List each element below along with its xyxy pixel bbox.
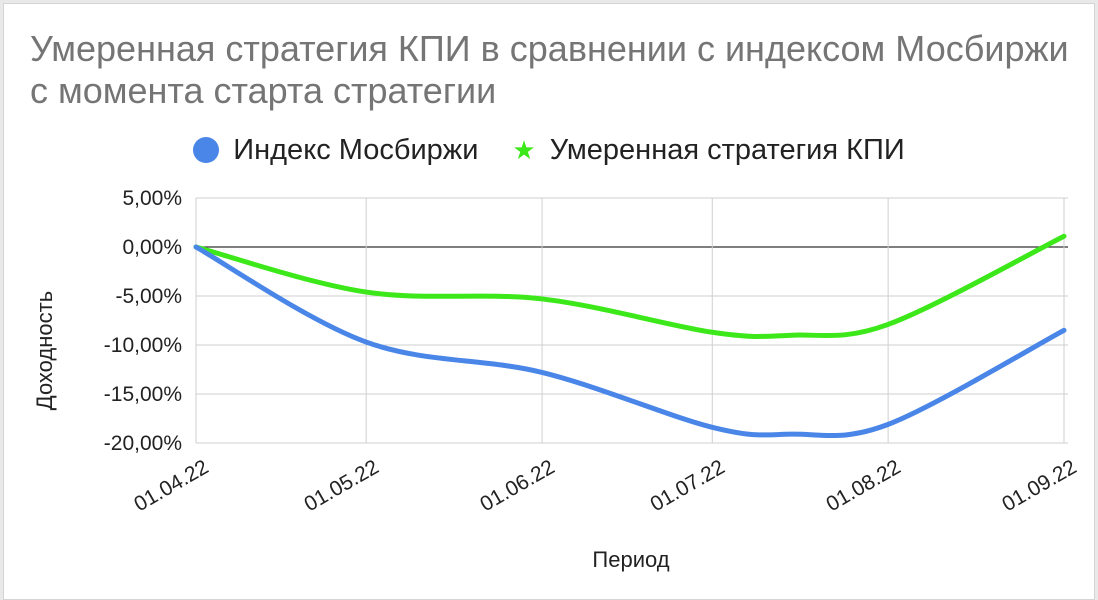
y-tick-label: -5,00%	[115, 285, 182, 308]
x-tick-label: 01.08.22	[822, 455, 904, 516]
y-tick-label: 5,00%	[122, 187, 182, 210]
y-axis-title: Доходность	[32, 291, 57, 410]
y-tick-label: -20,00%	[104, 432, 182, 455]
y-tick-label: -10,00%	[104, 334, 182, 357]
series-line-kpi	[193, 233, 1067, 340]
legend-item-moex: Индекс Мосбиржи	[193, 134, 478, 167]
x-tick-label: 01.06.22	[476, 455, 558, 516]
y-tick-label: 0,00%	[122, 236, 182, 259]
x-tick-label: 01.07.22	[646, 455, 728, 516]
x-axis-title: Период	[592, 547, 669, 572]
legend-label-moex: Индекс Мосбиржи	[233, 133, 479, 166]
chart-legend: Индекс Мосбиржи ★ Умеренная стратегия КП…	[0, 128, 1098, 172]
series-line-moex	[193, 244, 1067, 439]
legend-marker-moex	[193, 137, 220, 163]
legend-label-kpi: Умеренная стратегия КПИ	[549, 133, 905, 166]
legend-item-kpi: ★ Умеренная стратегия КПИ	[512, 134, 904, 167]
x-tick-label: 01.09.22	[998, 455, 1080, 516]
chart-title: Умеренная стратегия КПИ в сравнении с ин…	[30, 28, 1069, 111]
x-tick-label: 01.05.22	[300, 455, 382, 516]
y-tick-label: -15,00%	[104, 383, 182, 406]
x-tick-label: 01.04.22	[130, 455, 212, 516]
legend-marker-kpi: ★	[512, 135, 536, 165]
